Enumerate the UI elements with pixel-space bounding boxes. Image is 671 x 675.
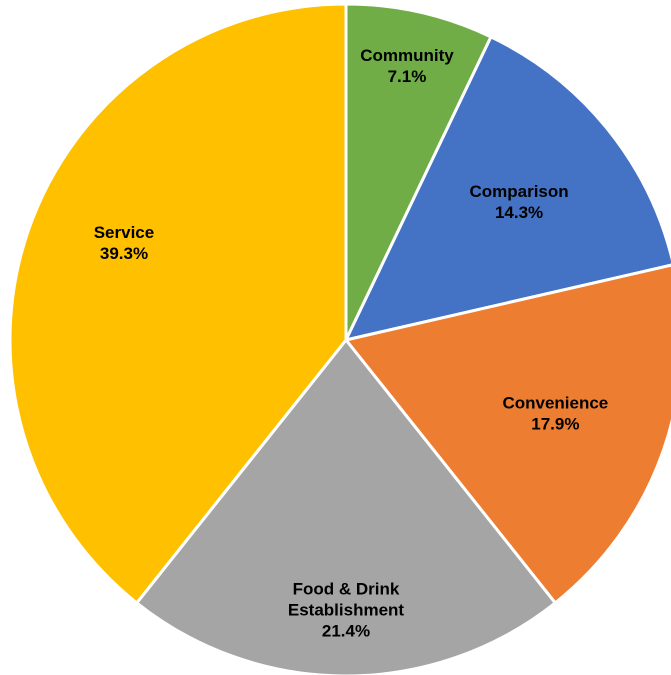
pie-value-label: 21.4% — [322, 622, 370, 641]
pie-value-label: 14.3% — [495, 203, 543, 222]
pie-category-label: Comparison — [469, 182, 568, 201]
pie-category-label: Establishment — [288, 601, 405, 620]
pie-slice-food-drink-establishment — [134, 337, 558, 675]
pie-label-food-drink-establishment: Food & Drink Establishment 21.4% — [288, 580, 405, 641]
pie-slices — [8, 2, 671, 675]
pie-category-label: Convenience — [502, 394, 608, 413]
pie-value-label: 17.9% — [531, 415, 579, 434]
pie-category-label: Service — [94, 223, 155, 242]
pie-label-convenience: Convenience 17.9% — [502, 394, 608, 434]
pie-category-label: Food & Drink — [293, 580, 400, 599]
pie-slice-comparison — [343, 34, 671, 343]
pie-labels: Community 7.1% Comparison 14.3% Convenience 1… — [94, 46, 609, 641]
pie-label-service: Service 39.3% — [94, 223, 155, 263]
pie-category-label: Community — [360, 46, 454, 65]
pie-label-community: Community 7.1% — [360, 46, 454, 86]
pie-label-comparison: Comparison 14.3% — [469, 182, 568, 222]
pie-slice-service — [8, 2, 348, 605]
pie-value-label: 7.1% — [388, 67, 427, 86]
pie-slice-convenience — [343, 263, 671, 605]
pie-value-label: 39.3% — [100, 244, 148, 263]
pie-slice-community — [344, 2, 493, 341]
